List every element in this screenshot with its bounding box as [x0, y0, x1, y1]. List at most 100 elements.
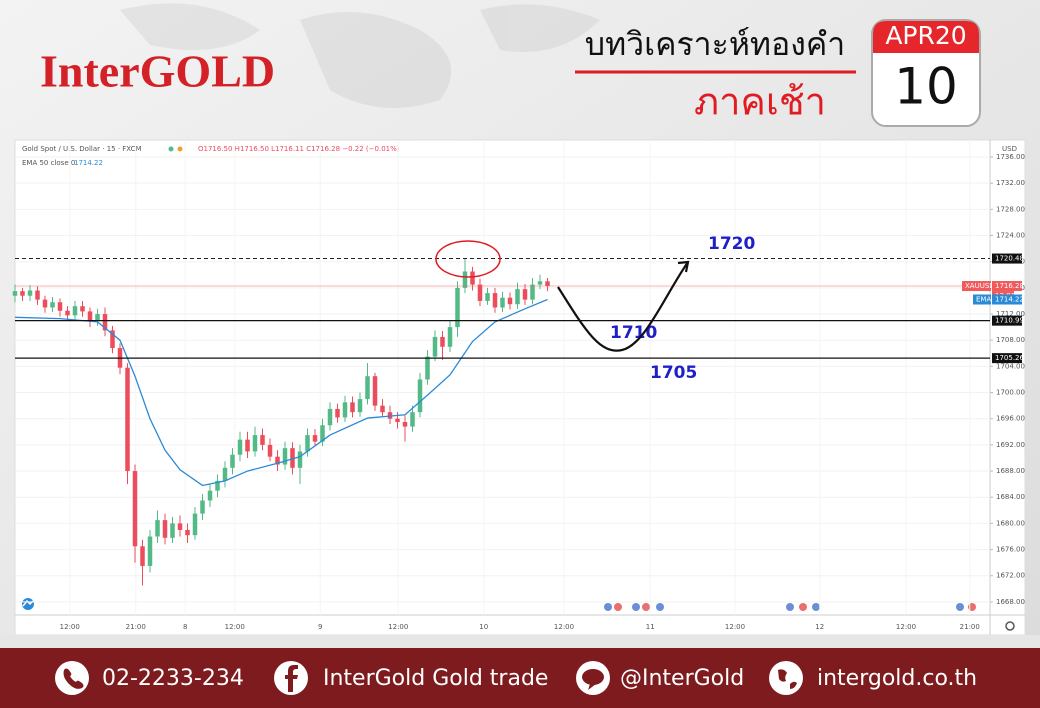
- last-price-tag-bg: [992, 281, 1022, 292]
- y-tick-label: 1672.00: [996, 572, 1025, 580]
- candle-body: [410, 412, 415, 427]
- candle-body: [425, 356, 430, 380]
- candle-body: [335, 408, 340, 418]
- last-price-tag: 1716.28: [995, 282, 1024, 290]
- footer-facebook: InterGold Gold trade: [323, 666, 548, 691]
- level-annotation: 1720: [708, 234, 755, 254]
- candle-body: [297, 451, 303, 468]
- candle-body: [312, 435, 318, 442]
- y-tick-label: 1728.00: [996, 205, 1025, 213]
- ema-name-tag-bg: [973, 294, 991, 305]
- candle-body: [185, 529, 190, 536]
- candle-body: [402, 421, 408, 427]
- candle-body: [350, 402, 355, 413]
- candle-body: [110, 330, 115, 349]
- footer-icons: [55, 661, 803, 695]
- footer: [0, 648, 1040, 708]
- y-tick-label: 1700.00: [996, 389, 1025, 397]
- x-tick-label: 12: [815, 623, 824, 631]
- candle-body: [12, 291, 18, 296]
- event-icons: [604, 603, 976, 611]
- candle-body: [447, 327, 453, 347]
- candle-body: [65, 310, 70, 316]
- candle-body: [125, 367, 130, 472]
- y-tick-label: 1724.00: [996, 232, 1025, 240]
- status-dot: [177, 146, 183, 152]
- candle-body: [507, 297, 513, 305]
- settings-icon[interactable]: [1005, 621, 1015, 631]
- x-tick-label: 9: [318, 623, 322, 631]
- level-annotation: 1710: [610, 323, 657, 343]
- candle-body: [20, 291, 25, 296]
- brand-logo: InterGOLD: [40, 46, 275, 97]
- x-tick-label: 12:00: [388, 623, 408, 631]
- tradingview-logo: [22, 598, 34, 610]
- x-tick-label: 12:00: [225, 623, 245, 631]
- candle-body: [387, 412, 393, 419]
- x-tick-label: 21:00: [126, 623, 146, 631]
- candle-body: [515, 289, 520, 305]
- ema-tag: 1714.22: [995, 296, 1024, 304]
- candle-body: [155, 520, 160, 537]
- calendar-month: APR20: [885, 21, 966, 50]
- x-tick-label: 21:00: [960, 623, 980, 631]
- support-tag: 1705.26: [995, 354, 1024, 362]
- candle-body: [42, 299, 48, 308]
- candle-body: [462, 271, 468, 288]
- resistance-tag-bg: [992, 253, 1022, 264]
- candle-body: [545, 281, 550, 287]
- candle-body: [230, 454, 235, 468]
- candle-body: [207, 490, 213, 501]
- footer-texts: 02-2233-234 InterGold Gold trade @InterG…: [102, 666, 977, 691]
- candle-body: [537, 281, 543, 285]
- candle-body: [177, 523, 183, 530]
- y-tick-label: 1684.00: [996, 493, 1025, 501]
- support-tag-bg: [992, 315, 1022, 326]
- ema-legend-value: 1714.22: [74, 159, 103, 167]
- y-tick-label: 1668.00: [996, 598, 1025, 606]
- candle-body: [320, 425, 325, 442]
- candle-body: [492, 293, 498, 308]
- candle-body: [192, 513, 198, 536]
- resistance-tag: 1720.48: [995, 255, 1024, 263]
- chart-panel: [14, 139, 1026, 636]
- candle-body: [470, 271, 475, 285]
- candle-body: [267, 444, 273, 457]
- y-tick-label: 1712.00: [996, 310, 1025, 318]
- y-tick-label: 1736.00: [996, 153, 1025, 161]
- candle-body: [485, 293, 490, 301]
- candle-body: [237, 439, 243, 455]
- support-tag: 1710.99: [995, 317, 1024, 325]
- candle-body: [72, 306, 78, 316]
- y-tick-label: 1680.00: [996, 519, 1025, 527]
- candle-body: [417, 379, 423, 413]
- x-tick-label: 11: [646, 623, 655, 631]
- symbol-legend: Gold Spot / U.S. Dollar · 15 · FXCM: [22, 145, 142, 153]
- candle-body: [432, 336, 438, 357]
- y-tick-label: 1688.00: [996, 467, 1025, 475]
- candle-body: [342, 402, 348, 418]
- candle-body: [477, 284, 483, 301]
- candle-body: [500, 297, 505, 308]
- candle-body: [35, 290, 40, 300]
- y-tick-label: 1732.00: [996, 179, 1025, 187]
- candle-body: [275, 456, 280, 465]
- candle-body: [357, 399, 363, 413]
- support-tag-bg: [992, 353, 1022, 364]
- header-subtitle: ภาคเช้า: [694, 80, 826, 124]
- candle-body: [252, 435, 258, 452]
- y-tick-label: 1696.00: [996, 415, 1025, 423]
- candle-body: [245, 439, 250, 452]
- candle-body: [365, 376, 370, 400]
- level-annotation: 1705: [650, 363, 697, 383]
- candle-body: [395, 418, 400, 422]
- candle-body: [440, 336, 445, 347]
- candle-body: [305, 435, 310, 452]
- candle-body: [222, 467, 228, 481]
- separator: [0, 635, 1040, 648]
- currency-label: USD: [1002, 145, 1017, 153]
- x-tick-label: 12:00: [725, 623, 745, 631]
- last-price-symbol-bg: [962, 281, 991, 292]
